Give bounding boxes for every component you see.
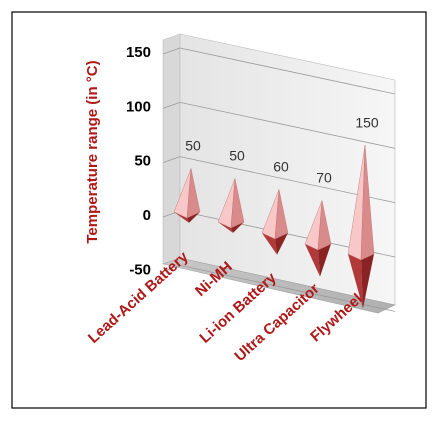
left-wall [162, 33, 181, 265]
data-label: 50 [229, 148, 245, 164]
data-label: 60 [273, 159, 289, 175]
pyramid-bar [173, 168, 201, 223]
pyramid-bar [347, 145, 375, 309]
pyramid-upper-side [230, 178, 245, 229]
pyramid-lower-right [361, 254, 374, 309]
data-label: 150 [355, 114, 379, 130]
pyramid-lower-left [262, 233, 277, 255]
pyramid-bar [261, 189, 289, 255]
y-tick-label: 100 [126, 98, 151, 115]
y-axis-label: Temperature range (in °C) [84, 60, 101, 243]
y-tick-label: -50 [129, 261, 151, 278]
data-labels: 50 50 60 70 150 [185, 114, 379, 185]
pyramid-lower-left [348, 254, 363, 309]
pyramid-lower-left [218, 222, 233, 233]
gridline [179, 101, 396, 149]
pyramid-lower-right [187, 212, 200, 223]
y-axis-ticks: -50 0 50 100 150 [126, 44, 151, 278]
gridline-depth [162, 156, 181, 164]
pyramid-bar [304, 200, 332, 277]
pyramid-upper-side [360, 145, 375, 261]
pyramid-lower-right [231, 222, 244, 233]
gridline-depth [162, 264, 181, 272]
pyramid-upper-side [186, 168, 201, 219]
gridline [179, 47, 396, 95]
pyramid-lower-right [275, 233, 288, 255]
pyramid-upper-side [317, 200, 332, 251]
pyramid-series [173, 145, 375, 309]
data-label: 70 [316, 170, 332, 186]
y-tick-label: 150 [126, 44, 151, 61]
pyramid-upper-side [274, 189, 289, 240]
data-label: 50 [185, 138, 201, 154]
pyramid-bar [217, 178, 245, 233]
gridline-depth [162, 101, 181, 109]
y-tick-label: 0 [143, 207, 151, 224]
pyramid-lower-right [318, 244, 331, 277]
y-tick-label: 50 [134, 153, 151, 170]
pyramid-lower-left [305, 244, 320, 277]
gridline [179, 264, 396, 312]
pyramid-lower-left [174, 212, 189, 223]
gridline-depth [162, 47, 181, 55]
